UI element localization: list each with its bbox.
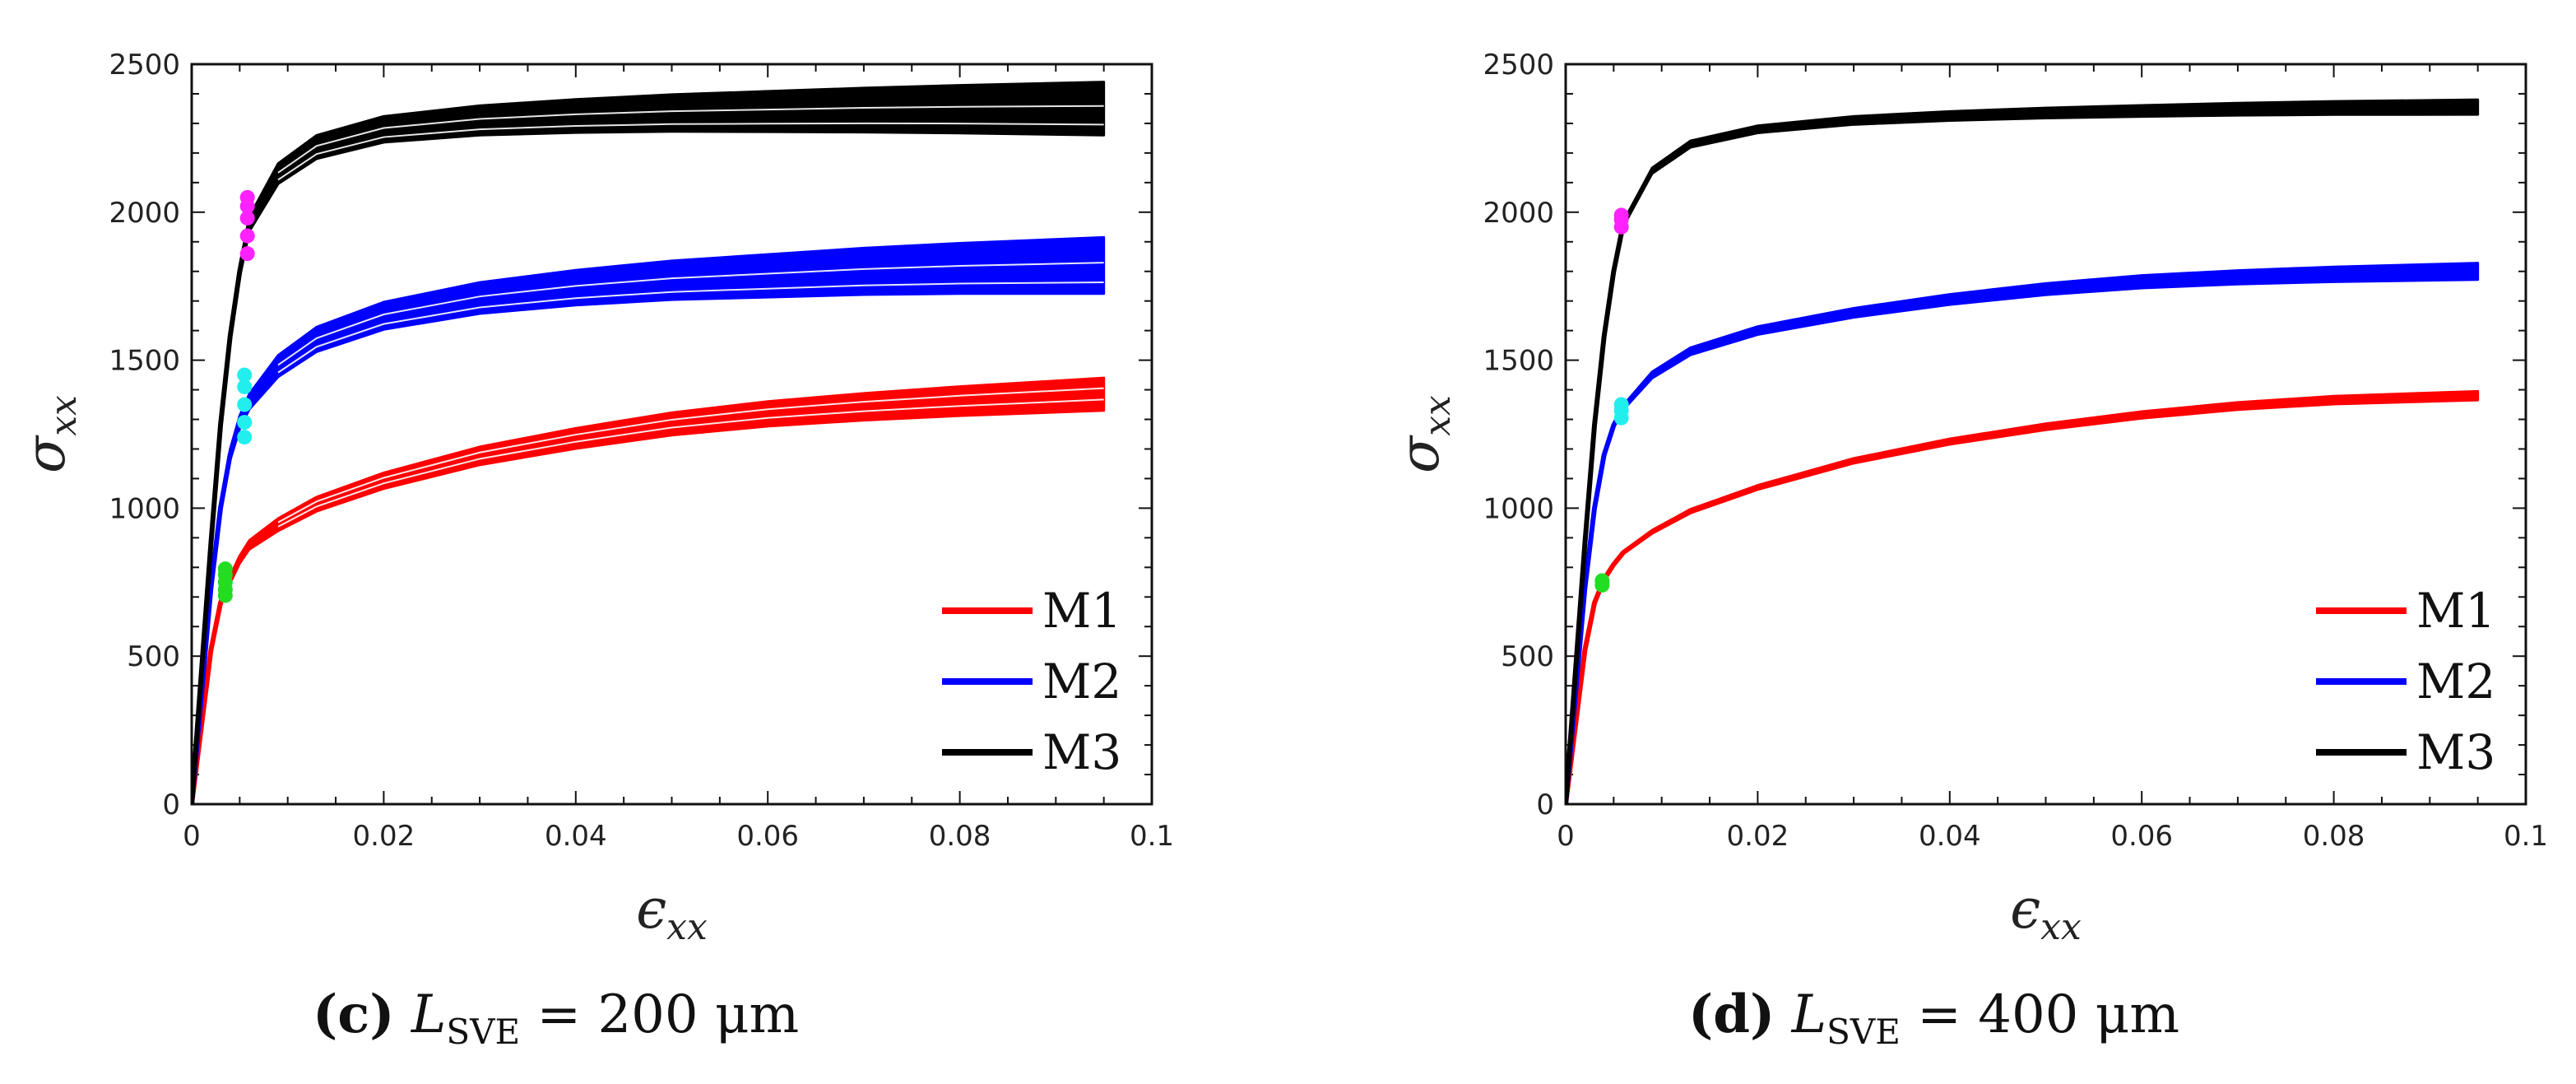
series-band-m1: [192, 376, 1106, 804]
yield-point-m2: [237, 367, 253, 383]
y-tick-label: 2500: [109, 49, 180, 81]
yield-point-m1: [1594, 573, 1610, 589]
series-line-m1: [192, 387, 1104, 804]
yield-point-m2: [237, 430, 253, 445]
x-tick-label: 0.06: [2110, 820, 2173, 853]
caption-letter: (c): [313, 984, 395, 1045]
y-tick-label: 2500: [1483, 49, 1554, 81]
y-tick-label: 0: [162, 789, 180, 821]
series-line-m3: [192, 105, 1104, 804]
series-band-m2: [192, 235, 1106, 804]
caption-value: = 400 μm: [1917, 984, 2180, 1045]
legend-label-m3: M3: [2416, 724, 2495, 780]
y-tick-label: 1500: [1483, 345, 1554, 378]
x-tick-label: 0.04: [545, 820, 607, 853]
legend-label-m2: M2: [2416, 654, 2495, 709]
x-axis-label: ϵxx: [2010, 877, 2082, 948]
caption-value: = 200 μm: [536, 984, 800, 1045]
caption-variable: L: [411, 984, 447, 1045]
x-tick-label: 0.06: [736, 820, 799, 853]
legend-label-m3: M3: [1042, 724, 1121, 780]
x-tick-label: 0.08: [2303, 820, 2365, 853]
x-tick-label: 0.04: [1919, 820, 1981, 853]
y-axis-label: σxx: [14, 395, 85, 473]
legend-label-m2: M2: [1042, 654, 1121, 709]
x-tick-label: 0: [183, 820, 201, 853]
y-tick-label: 0: [1536, 789, 1554, 821]
series-band-m1: [1566, 389, 2480, 804]
series-streak-m1: [277, 387, 1104, 523]
yield-point-m3: [239, 246, 255, 262]
y-tick-label: 500: [127, 640, 180, 673]
y-tick-label: 1000: [109, 492, 180, 525]
caption-variable: L: [1791, 984, 1827, 1045]
x-tick-label: 0.1: [2504, 820, 2548, 853]
series-band-m3: [1566, 98, 2480, 804]
series-line-m2: [1566, 268, 2478, 804]
yield-point-m1: [217, 561, 233, 577]
x-tick-label: 0.08: [929, 820, 991, 853]
x-axis-label: ϵxx: [636, 877, 708, 948]
series-band-m2: [1566, 262, 2480, 804]
series-band-m3: [192, 81, 1106, 804]
legend-label-m1: M1: [1042, 583, 1121, 639]
yield-point-m2: [237, 379, 253, 394]
yield-point-m3: [1613, 207, 1629, 223]
yield-point-m2: [237, 415, 253, 430]
series-streak-m3: [277, 122, 1104, 181]
yield-point-m3: [239, 189, 255, 205]
plot-frame: [1564, 63, 2527, 806]
x-tick-label: 0.02: [1727, 820, 1789, 853]
x-tick-label: 0: [1557, 820, 1575, 853]
y-tick-label: 500: [1501, 640, 1554, 673]
chart-panel-d: 0 0.02 0.04 0.06 0.08 0.1 0 500 1000 1500 2000 2500…: [1388, 49, 2548, 948]
series-streak-m2: [277, 281, 1104, 374]
x-tick-label: 0.1: [1130, 820, 1174, 853]
caption-d: (d) LSVE = 400 μm: [1688, 984, 2179, 1052]
caption-subscript: SVE: [446, 1011, 521, 1052]
x-tick-label: 0.02: [353, 820, 415, 853]
series-line-m1: [1566, 393, 2478, 804]
caption-c: (c) LSVE = 200 μm: [313, 984, 799, 1052]
y-tick-label: 1000: [1483, 492, 1554, 525]
series-line-m2: [192, 263, 1104, 804]
y-tick-label: 2000: [1483, 197, 1554, 230]
legend-label-m1: M1: [2416, 583, 2495, 639]
yield-point-m3: [239, 228, 255, 244]
series-streak-m2: [277, 262, 1104, 366]
series-streak-m3: [277, 105, 1104, 174]
chart-panel-c: 0 0.02 0.04 0.06 0.08 0.1 0 500 1000 1500 2000 2500…: [14, 49, 1174, 948]
yield-point-m3: [239, 210, 255, 226]
y-tick-label: 1500: [109, 345, 180, 378]
yield-point-m2: [1613, 397, 1629, 412]
caption-letter: (d): [1688, 984, 1775, 1045]
yield-point-m2: [237, 397, 253, 412]
caption-subscript: SVE: [1826, 1011, 1901, 1052]
plot-area: [192, 81, 1106, 804]
series-streak-m1: [277, 398, 1104, 528]
y-tick-label: 2000: [109, 197, 180, 230]
y-axis-label: σxx: [1388, 395, 1459, 473]
series-line-m3: [1566, 105, 2478, 804]
plot-area: [1566, 98, 2480, 804]
